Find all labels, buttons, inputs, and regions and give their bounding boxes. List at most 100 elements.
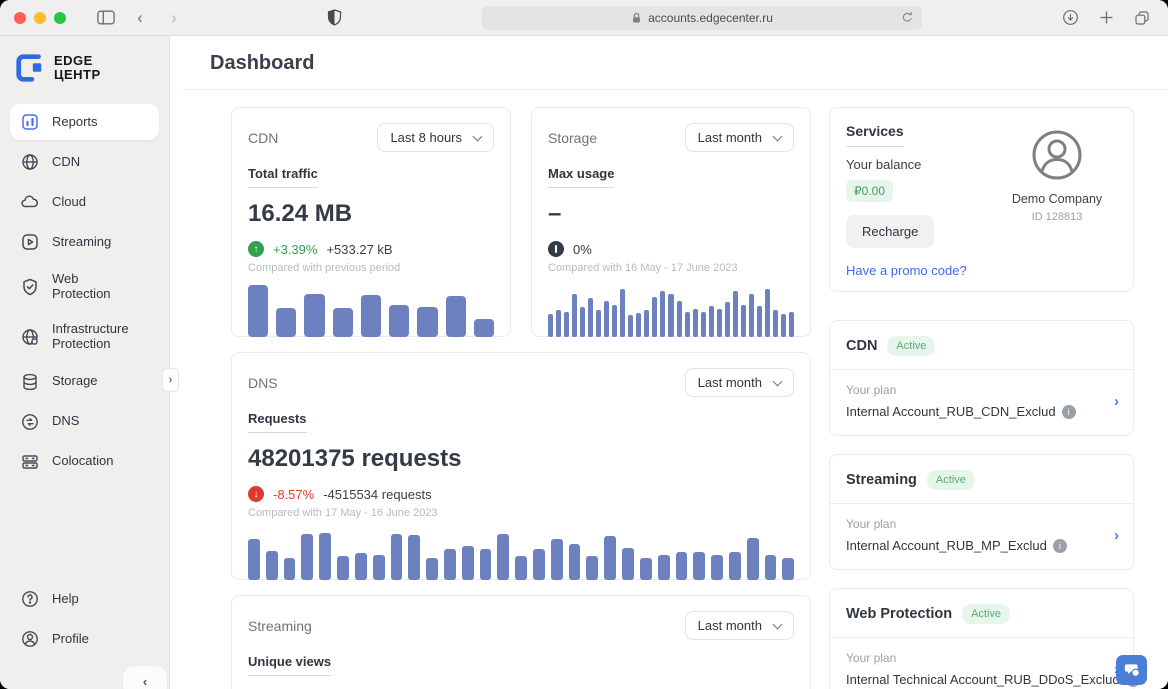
- sidebar-item-cdn[interactable]: CDN: [10, 144, 159, 180]
- reload-icon[interactable]: [901, 10, 914, 28]
- chart-bar: [660, 291, 666, 337]
- sidebar-item-help[interactable]: Help: [10, 581, 159, 617]
- chart-bar: [788, 312, 794, 337]
- globe-icon: [20, 152, 40, 172]
- info-icon[interactable]: i: [1061, 404, 1076, 419]
- logo[interactable]: EDGE ЦЕНТР: [0, 36, 169, 98]
- sidebar-item-storage[interactable]: Storage: [10, 364, 159, 400]
- cdn-period-dropdown[interactable]: Last 8 hours: [377, 123, 494, 152]
- profile-icon: [20, 629, 40, 649]
- close-window-button[interactable]: [14, 11, 26, 24]
- edgecenter-logo-icon: [16, 54, 42, 82]
- trend-percent: 0%: [573, 241, 592, 257]
- chart-bar: [479, 549, 492, 580]
- storage-period-dropdown[interactable]: Last month: [684, 123, 794, 152]
- minimize-window-button[interactable]: [34, 11, 46, 24]
- sidebar-item-cloud[interactable]: Cloud: [10, 184, 159, 220]
- status-badge: Active: [926, 470, 975, 490]
- chart-bar: [337, 556, 349, 580]
- lock-icon: [633, 12, 640, 22]
- chart-bar: [515, 556, 527, 580]
- sidebar-item-web-protection[interactable]: Web Protection: [10, 264, 159, 310]
- chart-bar: [675, 552, 688, 580]
- chart-bar: [265, 551, 278, 580]
- sidebar-item-infrastructure-protection[interactable]: Infrastructure Protection: [10, 314, 159, 360]
- tab-overview-icon[interactable]: [1130, 6, 1154, 30]
- chart-bar: [461, 546, 474, 580]
- services-card: Services Your balance ₽0.00 Recharge Hav…: [829, 107, 1134, 292]
- chart-bar: [319, 532, 332, 580]
- sidebar-item-colocation[interactable]: Colocation: [10, 444, 159, 480]
- downloads-icon[interactable]: [1058, 6, 1082, 30]
- chart-bar: [644, 309, 650, 337]
- chart-bar: [684, 312, 690, 337]
- sidebar-item-streaming[interactable]: Streaming: [10, 224, 159, 260]
- balance-value: ₽0.00: [846, 180, 893, 202]
- sidebar-item-dns[interactable]: DNS: [10, 404, 159, 440]
- chart-bar: [445, 296, 466, 337]
- chart-bar: [711, 555, 723, 580]
- dropdown-value: Last 8 hours: [390, 130, 462, 145]
- zoom-window-button[interactable]: [54, 11, 66, 24]
- reports-icon: [20, 112, 40, 132]
- recharge-button[interactable]: Recharge: [846, 215, 935, 248]
- chart-bar: [700, 312, 706, 337]
- chart-bar: [622, 548, 634, 580]
- privacy-shield-icon[interactable]: [322, 6, 346, 30]
- cloud-icon: [20, 192, 40, 212]
- sidebar-nav: Reports CDN Cloud Streaming Web Protecti…: [0, 98, 169, 490]
- plan-name: Internal Account_RUB_CDN_Exclud: [846, 404, 1056, 419]
- info-icon[interactable]: i: [1052, 538, 1067, 553]
- sidebar-item-reports[interactable]: Reports: [10, 104, 159, 140]
- sidebar-item-profile[interactable]: Profile: [10, 621, 159, 657]
- chat-bubbles-icon: [1124, 664, 1140, 677]
- chart-bar: [443, 549, 456, 580]
- sidebar-expand-handle[interactable]: ›: [162, 368, 179, 392]
- chart-bar: [568, 544, 581, 580]
- chart-bar: [728, 552, 741, 580]
- main-content: Dashboard CDN Last 8 hours: [170, 36, 1168, 689]
- address-bar[interactable]: accounts.edgecenter.ru: [482, 5, 922, 30]
- streaming-period-dropdown[interactable]: Last month: [684, 611, 794, 640]
- chat-button[interactable]: [1116, 655, 1147, 685]
- compare-period-text: Compared with 17 May - 16 June 2023: [248, 507, 438, 519]
- chart-bar: [417, 306, 438, 337]
- chart-bar: [676, 300, 682, 337]
- chart-bar: [354, 553, 367, 580]
- back-button[interactable]: ‹: [137, 8, 143, 27]
- chart-bar: [604, 536, 617, 580]
- plan-title: Streaming: [846, 472, 917, 488]
- promo-code-link[interactable]: Have a promo code?: [846, 263, 967, 278]
- traffic-lights: [14, 11, 66, 24]
- sidebar-toggle-icon[interactable]: [94, 6, 118, 30]
- sidebar-collapse-button[interactable]: ‹: [122, 665, 168, 689]
- dns-period-dropdown[interactable]: Last month: [684, 368, 794, 397]
- chevron-down-icon: [772, 619, 783, 629]
- plan-name: Internal Account_RUB_MP_Exclud: [846, 538, 1047, 553]
- chart-bar: [248, 539, 260, 580]
- chevron-right-icon[interactable]: ›: [1114, 392, 1119, 410]
- sidebar-item-label: Web Protection: [52, 271, 111, 301]
- chart-bar: [740, 304, 746, 337]
- sidebar: EDGE ЦЕНТР Reports CDN Cloud: [0, 36, 170, 689]
- chart-bar: [283, 557, 296, 580]
- card-title: Streaming: [248, 617, 312, 634]
- chart-bar: [426, 558, 438, 580]
- status-badge: Active: [962, 604, 1011, 624]
- logo-text: EDGE ЦЕНТР: [54, 53, 101, 82]
- chart-bar: [276, 308, 297, 337]
- chart-bar: [550, 539, 563, 580]
- dropdown-value: Last month: [697, 618, 762, 633]
- storage-metric-card: Storage Last month Max usage – 0%: [531, 107, 811, 337]
- trend-neutral-icon: [548, 241, 564, 257]
- chart-bar: [497, 533, 510, 580]
- storage-bar-chart: [548, 285, 794, 337]
- chevron-right-icon[interactable]: ›: [1114, 526, 1119, 544]
- company-name: Demo Company: [1011, 192, 1103, 206]
- cdn-metric-card: CDN Last 8 hours Total traffic 16.24 MB …: [231, 107, 511, 337]
- chart-bar: [389, 305, 410, 337]
- new-tab-icon[interactable]: [1094, 6, 1118, 30]
- forward-button[interactable]: ›: [171, 8, 177, 27]
- play-icon: [20, 232, 40, 252]
